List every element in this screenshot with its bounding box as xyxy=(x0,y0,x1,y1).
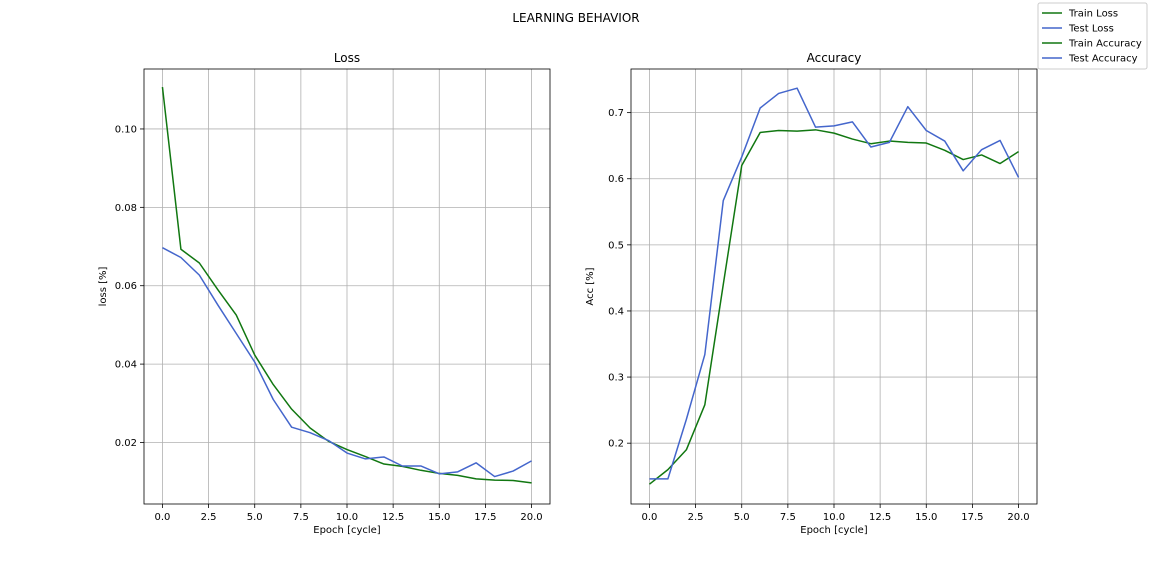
accuracy-series-test-accuracy xyxy=(649,87,1020,480)
loss-ytick-label: 0.10 xyxy=(115,124,137,135)
accuracy-xtick-label: 5.0 xyxy=(734,512,750,523)
accuracy-ytick-label: 0.6 xyxy=(608,174,624,185)
accuracy-xtick-label: 12.5 xyxy=(869,512,891,523)
legend-entry-label: Train Loss xyxy=(1068,9,1118,20)
legend-entry-label: Test Loss xyxy=(1068,24,1114,35)
loss-xtick-label: 10.0 xyxy=(336,512,358,523)
figure-title: LEARNING BEHAVIOR xyxy=(512,11,639,25)
legend-entry-label: Test Accuracy xyxy=(1068,54,1138,65)
loss-xtick-label: 20.0 xyxy=(520,512,542,523)
loss-grid xyxy=(144,69,550,504)
accuracy-xtick-label: 0.0 xyxy=(642,512,658,523)
accuracy-xtick-label: 17.5 xyxy=(961,512,983,523)
accuracy-grid xyxy=(631,69,1037,504)
loss-ylabel: loss [%] xyxy=(98,267,109,307)
accuracy-ytick-label: 0.7 xyxy=(608,108,624,119)
accuracy-ytick-label: 0.2 xyxy=(608,439,624,450)
legend: Train Loss Test Loss Train Accuracy Test Ac… xyxy=(1037,2,1148,70)
accuracy-ytick-label: 0.5 xyxy=(608,240,624,251)
loss-xtick-label: 2.5 xyxy=(201,512,217,523)
loss-ytick-label: 0.08 xyxy=(115,203,137,214)
accuracy-ytick-label: 0.3 xyxy=(608,373,624,384)
accuracy-plot: 0.0 2.5 5.0 7.5 10.0 12.5 15.0 17.5 20.0 0.2 0.3 0.… xyxy=(585,51,1038,536)
accuracy-xtick-label: 20.0 xyxy=(1007,512,1029,523)
accuracy-series-train-accuracy xyxy=(648,129,1019,485)
legend-box xyxy=(1037,2,1148,70)
loss-xtick-label: 0.0 xyxy=(155,512,171,523)
loss-xtick-label: 12.5 xyxy=(382,512,404,523)
loss-xtick-label: 7.5 xyxy=(293,512,309,523)
accuracy-xtick-label: 7.5 xyxy=(780,512,796,523)
loss-plot: 0.0 2.5 5.0 7.5 10.0 12.5 15.0 17.5 20.0 0.02 0.04… xyxy=(98,51,551,536)
loss-xlabel: Epoch [cycle] xyxy=(313,525,381,536)
accuracy-ylabel: Acc [%] xyxy=(585,267,596,305)
accuracy-ytick-label: 0.4 xyxy=(608,306,624,317)
accuracy-xtick-label: 15.0 xyxy=(915,512,937,523)
legend-entry-label: Train Accuracy xyxy=(1068,39,1142,50)
loss-ytick-label: 0.04 xyxy=(115,360,137,371)
loss-xtick-label: 17.5 xyxy=(474,512,496,523)
loss-ytick-label: 0.06 xyxy=(115,281,137,292)
accuracy-xtick-label: 10.0 xyxy=(823,512,845,523)
loss-series-train-loss xyxy=(161,86,532,484)
loss-xtick-label: 15.0 xyxy=(428,512,450,523)
loss-xtick-label: 5.0 xyxy=(247,512,263,523)
loss-title: Loss xyxy=(334,51,360,65)
accuracy-title: Accuracy xyxy=(807,51,862,65)
loss-ytick-label: 0.02 xyxy=(115,438,137,449)
accuracy-xtick-label: 2.5 xyxy=(688,512,704,523)
accuracy-xlabel: Epoch [cycle] xyxy=(800,525,868,536)
loss-series-test-loss xyxy=(162,247,532,478)
